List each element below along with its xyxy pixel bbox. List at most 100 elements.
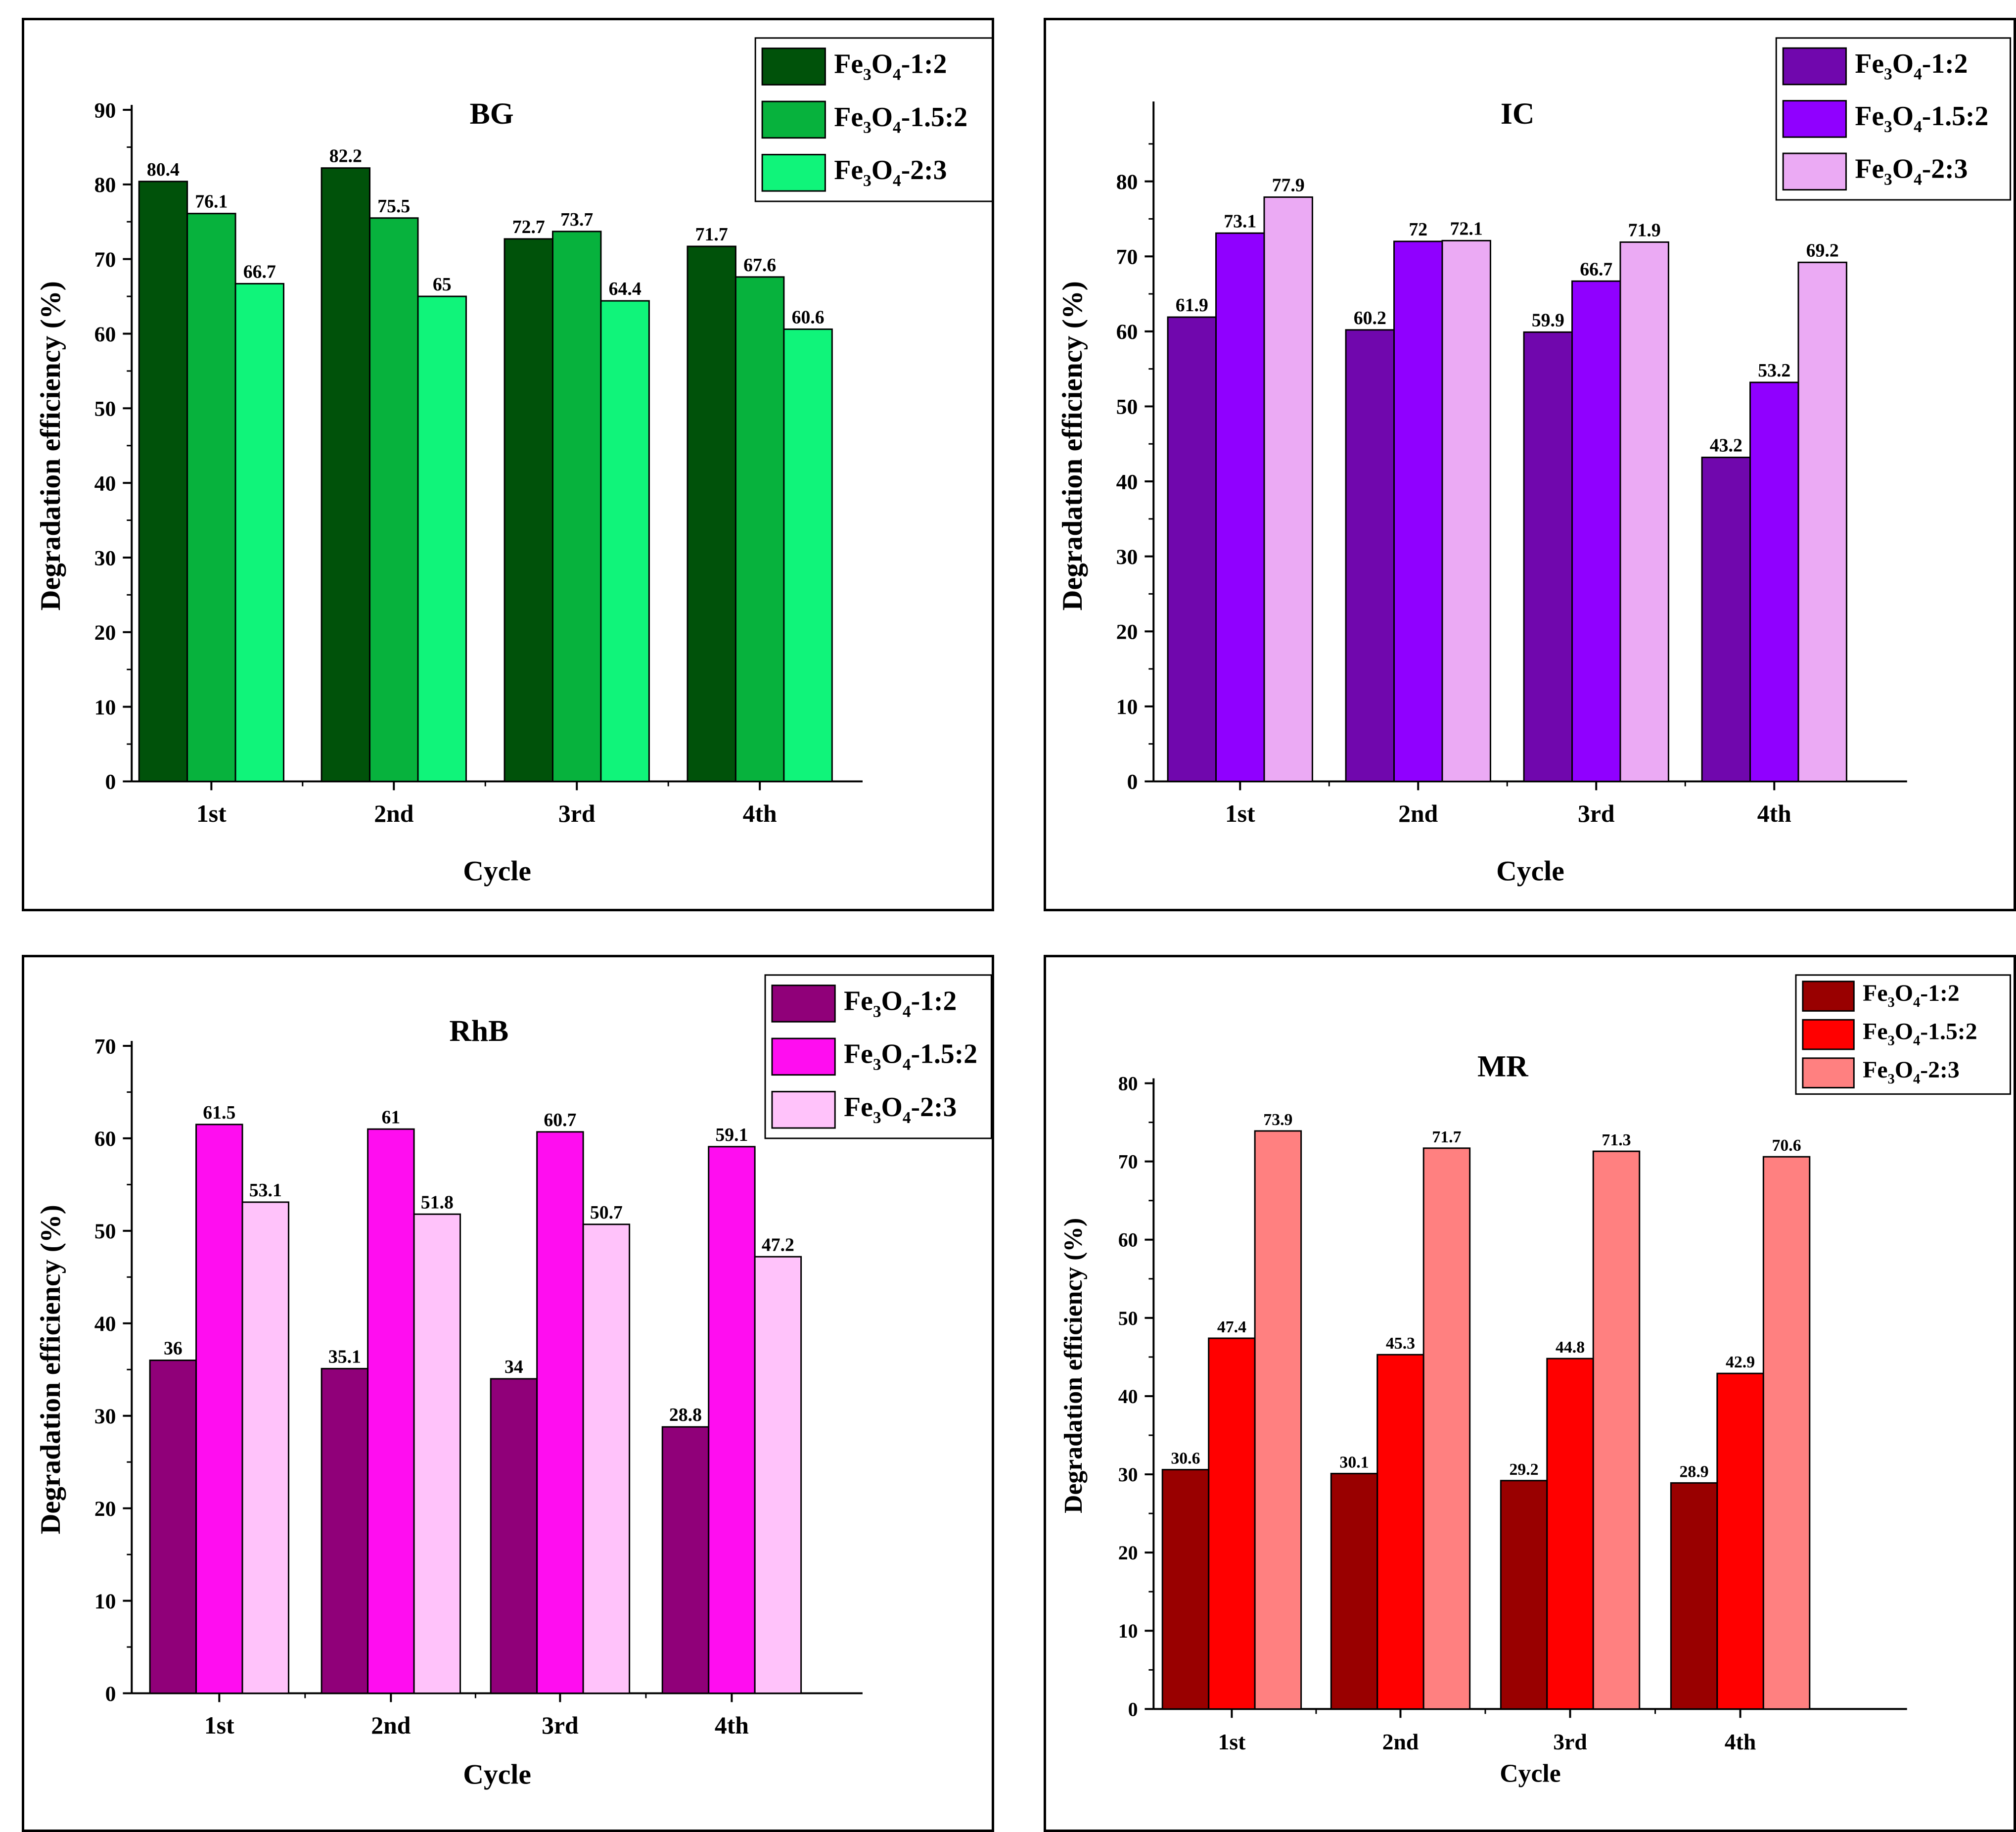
y-tick-label: 30 [1116,545,1138,569]
legend-label: Fe3O4-1:2 [1863,980,1960,1010]
legend-label-part: O [1895,980,1913,1006]
bar-value-label: 50.7 [590,1202,623,1223]
y-tick-label: 20 [1116,620,1138,644]
bar-value-label: 60.2 [1354,308,1386,329]
bar [1254,1130,1302,1710]
legend-label-part: O [1892,101,1914,132]
bar [1701,457,1751,782]
chart-title: BG [470,97,514,131]
x-axis-title: Cycle [1500,1760,1560,1788]
bar-value-label: 29.2 [1509,1460,1538,1479]
legend-label: Fe3O4-2:3 [1863,1057,1960,1087]
chart-svg: 0 10 20 30 40 50 60 70 80 90 1st 80.4 76.1 66.7 2nd 82.… [35,37,992,887]
chart-svg: 0 10 20 30 40 50 60 70 1st 36 61.5 53.1 2nd 35.1 61 51.… [35,974,992,1790]
y-tick-label: 30 [94,546,116,570]
legend-label-part: 3 [1884,170,1892,188]
chart-title: IC [1501,97,1535,131]
bar-value-label: 65 [433,274,452,295]
bar [1749,381,1799,782]
legend-label-part: 3 [863,65,871,84]
bar-value-label: 71.7 [695,224,728,245]
x-tick-label: 4th [1725,1729,1756,1754]
legend-label: Fe3O4-1:2 [834,48,947,84]
bar [149,1360,197,1694]
legend-swatch [1802,1019,1855,1050]
legend-label-part: 4 [1913,994,1920,1010]
bar-value-label: 72.7 [512,217,545,237]
legend-label-part: 4 [1913,1033,1920,1048]
bar [582,1223,631,1694]
legend-label-part: Fe [844,1039,873,1070]
legend-swatch [1802,1057,1855,1088]
y-tick-label: 60 [1116,320,1138,344]
bar-value-label: 61.9 [1176,295,1208,316]
y-tick-label: 0 [1127,770,1138,794]
y-tick-label: 10 [94,1590,116,1613]
bar [367,1128,415,1694]
bar [321,167,371,782]
y-tick-label: 70 [1118,1151,1138,1173]
bar-value-label: 51.8 [421,1192,454,1213]
bar [369,217,419,782]
legend-label: Fe3O4-2:3 [1855,154,1968,189]
y-tick-label: 20 [1118,1542,1138,1564]
y-tick-label: 0 [1128,1698,1138,1720]
bar [490,1378,538,1694]
bar-value-label: 60.7 [544,1110,576,1130]
bar-value-label: 66.7 [1580,259,1612,280]
legend-label-part: -1:2 [901,48,947,79]
y-tick-label: 80 [1116,170,1138,194]
x-tick-label: 1st [1218,1729,1246,1754]
bar [138,181,188,782]
bar [600,300,650,782]
legend-label-part: Fe [1863,980,1887,1006]
y-tick-label: 10 [1118,1620,1138,1642]
y-tick-label: 80 [1118,1073,1138,1094]
y-axis-title: Degradation efficiency (%) [35,1205,66,1534]
y-tick-label: 20 [94,621,116,645]
y-tick-label: 10 [94,696,116,719]
bar [1571,280,1621,782]
bar-value-label: 60.6 [792,307,825,328]
legend-label-part: 3 [1884,65,1892,84]
bar-value-label: 53.1 [249,1180,282,1201]
legend-swatch [761,100,826,139]
bar-value-label: 67.6 [743,255,776,276]
x-tick-label: 2nd [374,800,414,827]
y-tick-label: 40 [94,1312,116,1336]
y-tick-label: 60 [94,1127,116,1151]
bar-value-label: 53.2 [1758,360,1790,381]
bar-value-label: 59.9 [1532,310,1564,330]
bar-value-label: 30.6 [1171,1450,1200,1468]
legend-label-part: -2:3 [911,1092,957,1123]
bar [234,282,285,782]
legend-label-part: Fe [834,155,863,186]
legend-label-part: O [1895,1057,1913,1083]
y-tick-label: 60 [94,323,116,346]
legend-label-part: -1:2 [1922,48,1968,79]
legend-label-part: 3 [1888,994,1895,1010]
legend-label: Fe3O4-1.5:2 [1863,1018,1977,1048]
bar-value-label: 69.2 [1806,240,1839,261]
bar [1422,1147,1471,1710]
y-tick-label: 60 [1118,1229,1138,1251]
legend-label: Fe3O4-1:2 [844,986,957,1021]
y-tick-label: 10 [1116,695,1138,719]
legend-swatch [1782,100,1847,138]
bar [1716,1372,1764,1710]
bar-value-label: 42.9 [1726,1353,1755,1371]
legend-label: Fe3O4-1.5:2 [844,1039,977,1074]
bar [1376,1354,1424,1710]
x-tick-label: 2nd [1382,1729,1419,1754]
legend-swatch [761,47,826,86]
x-tick-label: 4th [1757,800,1791,827]
chart-panel-bg: 0 10 20 30 40 50 60 70 80 90 1st 80.4 76.1 66.7 2nd 82.… [22,18,994,911]
bar-value-label: 71.3 [1602,1131,1631,1149]
y-tick-label: 40 [1118,1386,1138,1408]
bar [195,1124,243,1694]
chart-panel-ic: 0 10 20 30 40 50 60 70 80 1st 61.9 73.1 77.9 2nd 60.2 7… [1044,18,2016,911]
legend-label: Fe3O4-1.5:2 [1855,101,1988,136]
legend-swatch [761,153,826,192]
bar [504,238,553,782]
legend-label-part: 4 [1914,118,1922,136]
